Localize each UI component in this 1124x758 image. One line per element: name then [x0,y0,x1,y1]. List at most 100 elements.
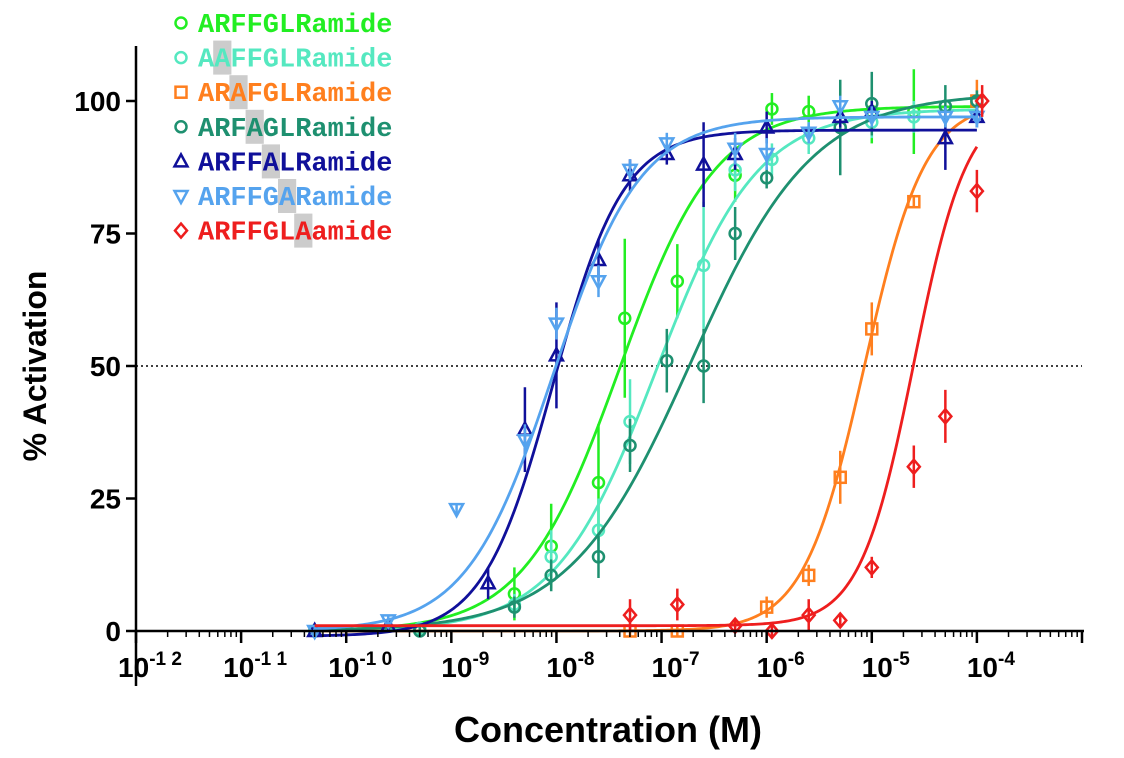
data-point [801,568,816,583]
legend-label: ARFFALRamide [198,149,392,179]
legend-marker [172,151,190,168]
data-point [591,475,606,490]
fit-curve-ARFFGLRamide [314,105,977,632]
data-point [969,182,985,201]
data-point [831,100,849,116]
data-point [726,142,744,159]
data-point [800,126,818,143]
legend-highlight [213,40,232,75]
data-point [968,110,986,127]
data-point [669,595,685,614]
legend-item: ARAFGLRamide [174,75,392,110]
legend-highlight [278,179,297,213]
x-tick-label: 10-4 [967,649,1015,683]
x-tick-label: 10-6 [757,649,805,683]
y-tick-label: 0 [105,616,121,647]
x-tick-label: 10-7 [652,649,700,683]
x-tick-label: 10-9 [441,649,489,683]
series-AAFFGLRamide [307,101,977,638]
data-point [865,322,879,336]
x-tick-label: 10-8 [546,649,594,683]
fit-curve-AAFFGLRamide [314,108,977,632]
data-point [544,568,558,583]
fit-curve-ARFFALRamide [314,128,977,638]
series-ARFFGLRamide [307,69,977,638]
data-point [764,622,780,640]
axes: 0 25 50 75 100 10-1 2 10-1 1 10-1 0 10-9 10-8 10-7… [74,46,1084,686]
data-point [507,600,522,614]
legend-label: ARFFGLRamide [198,11,392,41]
legend-highlight [261,144,280,179]
series-ARFAGLRamide [314,71,984,638]
fit-curve-ARFFGLAamide [314,146,979,628]
data-point [765,102,779,116]
y-tick-label: 50 [90,351,121,382]
legend-highlight [229,75,248,110]
legend-marker [172,189,190,206]
legend-item: ARFFGARamide [172,179,392,214]
x-tick-label: 10-5 [862,649,910,683]
y-tick-label: 100 [74,86,121,117]
legend-marker [174,120,188,134]
data-point [832,611,848,630]
data-point [695,154,713,171]
data-point [906,457,922,476]
legend-label: ARFFGARamide [198,184,392,214]
legend-label: ARAFGLRamide [198,80,392,110]
x-tick-label: 10-1 1 [223,649,287,683]
legend-label: ARFFGLAamide [198,219,392,249]
legend-marker [174,85,188,99]
series-ARFFALRamide [306,101,986,638]
x-tick-label: 10-1 0 [328,649,392,683]
data-point [447,502,466,519]
data-point [547,317,566,334]
legend-marker [174,50,188,65]
legend: ARFFGLRamide AAFFGLRamide ARAFGLRamide ARFA… [172,11,392,249]
series-ARFFGARamide [306,95,986,641]
data-point [974,92,990,110]
data-point [516,433,534,450]
legend-item: ARFFALRamide [172,144,392,179]
data-point [801,606,817,625]
legend-item: ARFFGLRamide [174,11,392,41]
series-ARFFGLAamide [314,85,990,640]
data-point [658,137,676,154]
data-point [696,359,711,373]
data-point [759,171,774,185]
data-point [833,470,847,485]
data-point [621,163,639,180]
data-point [759,600,774,614]
data-point [622,606,638,625]
legend-item: ARFAGLRamide [174,109,392,145]
x-axis-title: Concentration (M) [454,709,762,750]
legend-highlight [245,109,264,144]
data-point [758,117,776,134]
data-point [670,274,685,288]
fit-curve-ARFFGARamide [314,115,977,631]
y-tick-label: 75 [90,219,121,250]
data-point [831,107,849,124]
legend-item: ARFFGLAamide [173,213,392,249]
data-point [863,110,881,127]
fit-curve-ARAFGLRamide [314,112,978,633]
legend-marker [173,221,189,240]
x-tick-label: 10-1 2 [118,649,182,683]
data-point [758,147,776,164]
plot-area [136,69,1082,641]
data-point [479,573,497,590]
data-point [936,110,954,127]
data-point [660,353,674,368]
data-point [864,558,880,577]
y-axis-title: % Activation [17,271,53,462]
legend-highlight [294,213,313,248]
data-point [937,407,954,426]
data-point [379,614,397,631]
data-point [589,274,608,291]
legend-label: ARFAGLRamide [198,115,392,145]
legend-marker [174,16,188,30]
data-point [618,311,632,326]
data-point [623,438,637,453]
data-point [907,194,921,209]
legend-label: AAFFGLRamide [198,46,392,76]
